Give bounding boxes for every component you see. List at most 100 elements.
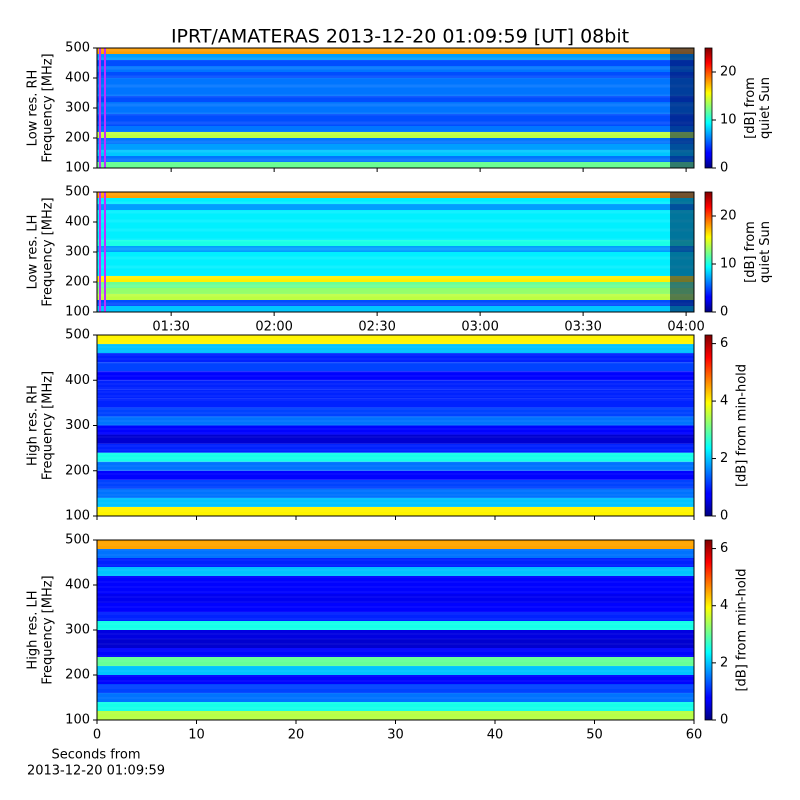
y-tick-label: 200 [65, 131, 90, 146]
heat-cell [97, 138, 694, 144]
colorbar-tick-label: 6 [720, 541, 728, 556]
heat-cell [97, 234, 694, 240]
heat-cell [97, 639, 694, 648]
heat-cell [97, 497, 694, 507]
heat-cell [97, 603, 694, 612]
heat-cell [97, 479, 694, 489]
y-tick-label: 200 [65, 275, 90, 290]
heat-cell [97, 288, 694, 294]
heat-cell [97, 353, 694, 363]
heat-cell [97, 246, 694, 252]
y-tick-label: 300 [65, 623, 90, 638]
colorbar-label: [dB] from [743, 77, 758, 139]
heat-cell [97, 60, 694, 66]
heat-cell [97, 300, 694, 306]
heat-cell [97, 258, 694, 264]
heat-cell [97, 657, 694, 666]
x-tick-label: 03:00 [461, 320, 498, 335]
heat-cell [97, 380, 694, 390]
heat-cell [97, 398, 694, 408]
heat-cell [97, 216, 694, 222]
heat-cell [97, 84, 694, 90]
heat-cell [97, 461, 694, 471]
x-tick-label: 30 [387, 728, 404, 743]
colorbar-tick-label: 10 [720, 113, 737, 128]
heat-cell [97, 150, 694, 156]
y-tick-label: 500 [65, 185, 90, 200]
heat-cell [97, 630, 694, 639]
colorbar [704, 191, 713, 313]
y-tick-label: 400 [65, 71, 90, 86]
y-tick-label: 300 [65, 418, 90, 433]
heat-cell [97, 198, 694, 204]
colorbar-tick-label: 6 [720, 336, 728, 351]
y-axis-label: Frequency [MHz] [41, 197, 56, 306]
x-tick-label: 50 [586, 728, 603, 743]
heat-cell [97, 294, 694, 300]
y-tick-label: 100 [65, 305, 90, 320]
heat-cell [97, 407, 694, 417]
heat-cell [97, 270, 694, 276]
heat-cell [97, 470, 694, 480]
y-axis-label: Frequency [MHz] [41, 575, 56, 684]
x-tick-label: 0 [93, 728, 101, 743]
heat-cell [97, 54, 694, 60]
colorbar-tick-label: 4 [720, 394, 728, 409]
x-axis-label: 2013-12-20 01:09:59 [27, 764, 165, 779]
y-tick-label: 500 [65, 41, 90, 56]
colorbar [704, 539, 713, 721]
heat-cell [97, 120, 694, 126]
colorbar-tick-label: 0 [720, 305, 728, 320]
heat-cell [97, 72, 694, 78]
heat-cell [97, 132, 694, 138]
heat-cell [97, 114, 694, 120]
colorbar-tick-label: 4 [720, 598, 728, 613]
heat-cell [97, 362, 694, 372]
heat-cell [97, 344, 694, 354]
heat-cell [97, 452, 694, 462]
heat-cell [97, 675, 694, 684]
colorbar-tick-label: 2 [720, 655, 728, 670]
heat-cell [97, 252, 694, 258]
y-tick-label: 500 [65, 533, 90, 548]
y-tick-label: 400 [65, 215, 90, 230]
x-tick-label: 60 [686, 728, 703, 743]
heat-cell [97, 264, 694, 270]
y-axis-label: Low res. LH [26, 215, 41, 290]
heat-cell [97, 488, 694, 498]
colorbar [704, 47, 713, 169]
colorbar-tick-label: 10 [720, 257, 737, 272]
colorbar-tick-label: 0 [720, 161, 728, 176]
heat-cell [97, 612, 694, 621]
heat-cell [97, 204, 694, 210]
colorbar-label: quiet Sun [758, 221, 773, 283]
heat-cell [97, 306, 694, 312]
y-tick-label: 400 [65, 373, 90, 388]
colorbar-label: [dB] from min-hold [735, 568, 750, 691]
heat-cell [97, 434, 694, 444]
heat-cell [97, 144, 694, 150]
heat-cell [97, 549, 694, 558]
heat-cell [97, 443, 694, 453]
x-tick-label: 20 [288, 728, 305, 743]
heat-cell [97, 335, 694, 345]
heat-cell [97, 666, 694, 675]
heat-cell [97, 506, 694, 516]
heat-cell [97, 540, 694, 549]
heat-cell [97, 162, 694, 168]
chart-title: IPRT/AMATERAS 2013-12-20 01:09:59 [UT] 0… [171, 26, 629, 48]
x-tick-label: 02:00 [255, 320, 292, 335]
heat-cell [97, 102, 694, 108]
y-tick-label: 300 [65, 101, 90, 116]
heat-cell [97, 648, 694, 657]
heat-cell [97, 684, 694, 693]
colorbar [704, 334, 713, 517]
heat-cell [97, 558, 694, 567]
y-tick-label: 200 [65, 463, 90, 478]
x-tick-label: 03:30 [564, 320, 601, 335]
heat-cell [97, 240, 694, 246]
heat-cell [97, 222, 694, 228]
y-tick-label: 400 [65, 578, 90, 593]
heat-cell [97, 192, 694, 198]
heat-cell [97, 585, 694, 594]
